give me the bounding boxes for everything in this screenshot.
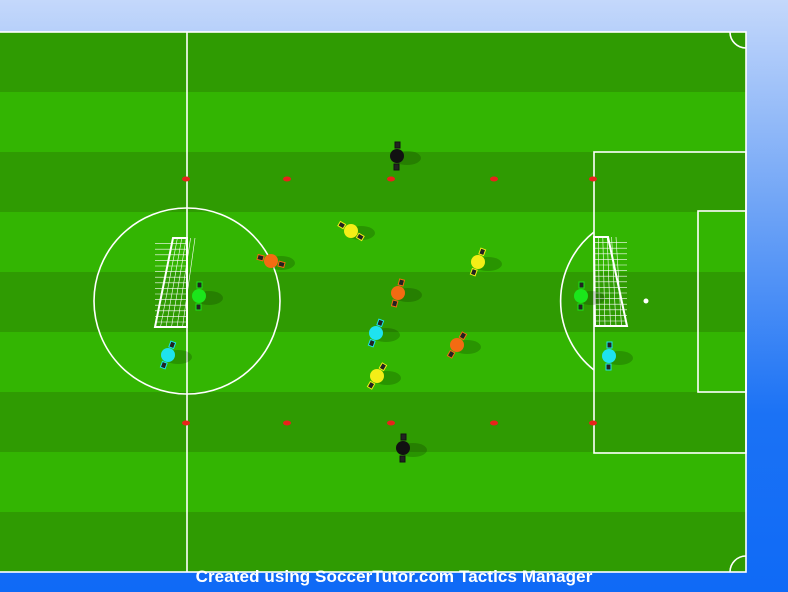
portable-goal bbox=[153, 237, 196, 328]
penalty-spot bbox=[643, 298, 649, 304]
player-green[interactable] bbox=[574, 281, 605, 311]
training-cone bbox=[589, 176, 597, 182]
player-cyan[interactable] bbox=[602, 341, 633, 371]
portable-goal bbox=[592, 236, 629, 327]
player-orange[interactable] bbox=[390, 278, 422, 308]
pitch-stripe bbox=[0, 272, 746, 332]
player-yellow[interactable] bbox=[366, 362, 401, 390]
center-circle bbox=[93, 207, 281, 395]
training-cone bbox=[283, 420, 291, 426]
training-cone bbox=[490, 420, 498, 426]
credit-text: Created using SoccerTutor.com Tactics Ma… bbox=[195, 567, 593, 586]
training-cone bbox=[589, 420, 597, 426]
pitch-stripe bbox=[0, 92, 746, 152]
pitch-stripe bbox=[0, 452, 746, 512]
corner-arc-top bbox=[729, 31, 747, 49]
training-cone bbox=[387, 420, 395, 426]
goal-area bbox=[697, 210, 747, 393]
player-yellow[interactable] bbox=[469, 247, 502, 277]
player-cyan[interactable] bbox=[159, 340, 192, 370]
pitch-stripes bbox=[0, 32, 746, 572]
pitch-stripe bbox=[0, 212, 746, 272]
pitch-stripe bbox=[0, 392, 746, 452]
player-orange[interactable] bbox=[256, 253, 295, 270]
pitch-stripe bbox=[0, 152, 746, 212]
training-cone bbox=[387, 176, 395, 182]
player-yellow[interactable] bbox=[337, 220, 375, 242]
player-green[interactable] bbox=[192, 281, 223, 311]
pitch-stripe bbox=[0, 512, 746, 572]
training-cone bbox=[490, 176, 498, 182]
player-orange[interactable] bbox=[446, 331, 481, 359]
player-black[interactable] bbox=[396, 433, 427, 463]
corner-arc-bottom bbox=[729, 555, 747, 573]
pitch-stripe bbox=[0, 32, 746, 92]
player-black[interactable] bbox=[390, 141, 421, 171]
penalty-arc bbox=[559, 231, 595, 371]
player-cyan[interactable] bbox=[367, 318, 400, 348]
training-cone bbox=[283, 176, 291, 182]
training-cone bbox=[182, 176, 190, 182]
training-cone bbox=[182, 420, 190, 426]
